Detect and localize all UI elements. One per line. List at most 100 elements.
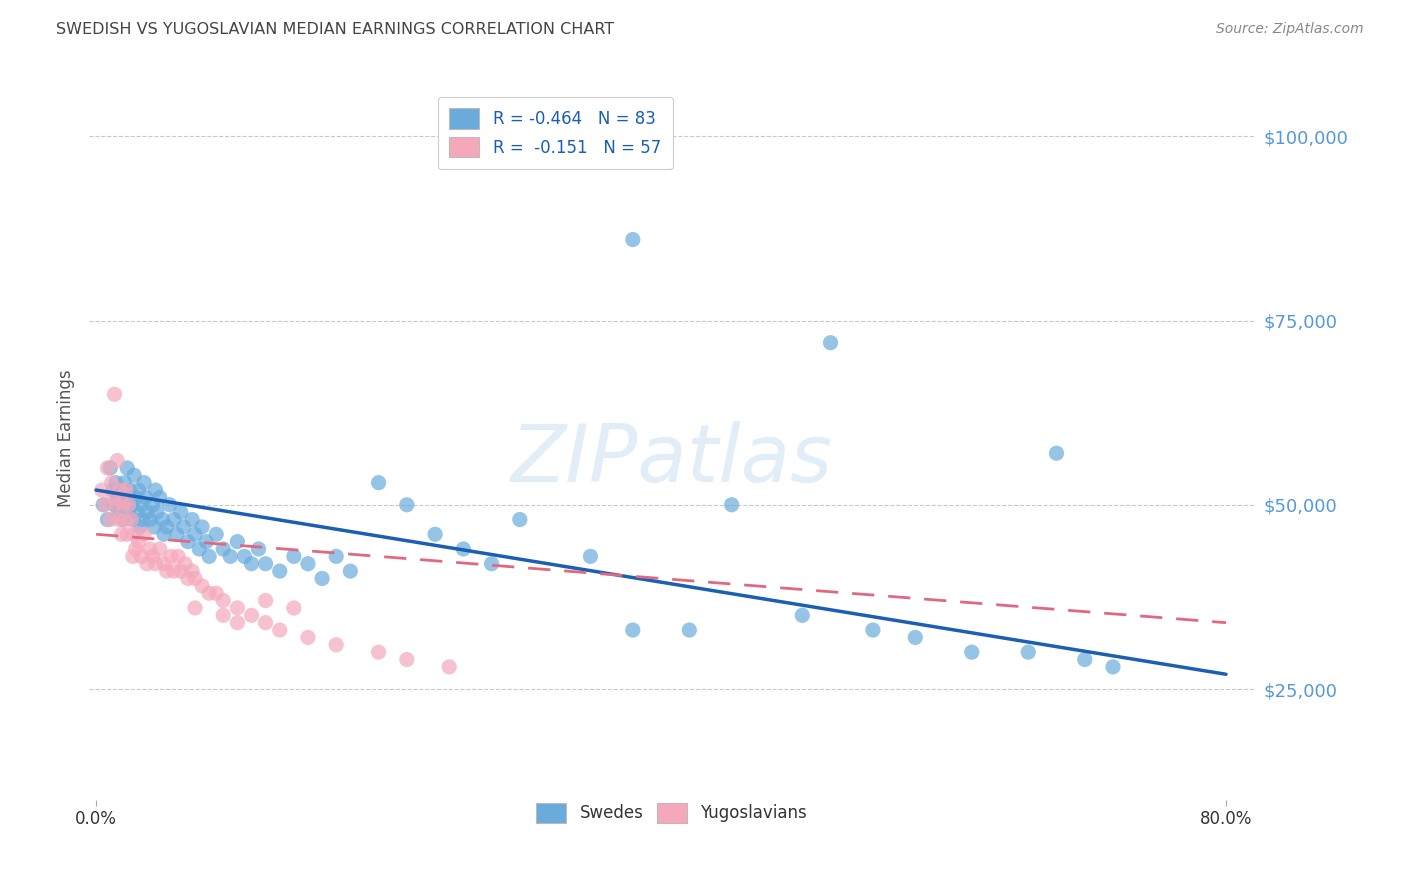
- Point: [184, 527, 207, 541]
- Point: [128, 534, 150, 549]
- Point: [678, 623, 700, 637]
- Point: [297, 557, 319, 571]
- Point: [124, 491, 146, 505]
- Point: [339, 564, 361, 578]
- Point: [104, 475, 127, 490]
- Point: [621, 233, 644, 247]
- Point: [254, 615, 277, 630]
- Point: [134, 475, 156, 490]
- Point: [107, 505, 129, 519]
- Point: [163, 512, 186, 526]
- Point: [367, 475, 389, 490]
- Point: [108, 483, 131, 497]
- Text: Source: ZipAtlas.com: Source: ZipAtlas.com: [1216, 22, 1364, 37]
- Point: [269, 564, 291, 578]
- Point: [131, 498, 153, 512]
- Point: [212, 608, 235, 623]
- Point: [191, 520, 214, 534]
- Point: [191, 579, 214, 593]
- Y-axis label: Median Earnings: Median Earnings: [58, 369, 75, 508]
- Point: [177, 534, 200, 549]
- Point: [423, 527, 446, 541]
- Point: [112, 475, 135, 490]
- Point: [367, 645, 389, 659]
- Point: [212, 593, 235, 607]
- Point: [90, 483, 112, 497]
- Point: [174, 557, 197, 571]
- Point: [110, 527, 132, 541]
- Point: [579, 549, 602, 564]
- Point: [195, 534, 218, 549]
- Point: [226, 601, 249, 615]
- Point: [621, 623, 644, 637]
- Point: [297, 631, 319, 645]
- Point: [166, 527, 188, 541]
- Point: [395, 652, 418, 666]
- Point: [146, 505, 169, 519]
- Point: [240, 608, 263, 623]
- Point: [107, 512, 129, 526]
- Point: [269, 623, 291, 637]
- Point: [311, 572, 333, 586]
- Point: [122, 527, 145, 541]
- Point: [121, 512, 143, 526]
- Point: [96, 512, 118, 526]
- Point: [139, 512, 162, 526]
- Point: [240, 557, 263, 571]
- Point: [904, 631, 927, 645]
- Point: [114, 491, 136, 505]
- Point: [93, 498, 115, 512]
- Point: [453, 541, 475, 556]
- Point: [160, 549, 183, 564]
- Point: [1102, 660, 1125, 674]
- Point: [121, 549, 143, 564]
- Point: [153, 557, 176, 571]
- Point: [118, 483, 141, 497]
- Point: [181, 564, 204, 578]
- Point: [198, 549, 221, 564]
- Point: [219, 549, 242, 564]
- Point: [960, 645, 983, 659]
- Point: [100, 475, 122, 490]
- Point: [283, 549, 305, 564]
- Point: [149, 541, 172, 556]
- Point: [233, 549, 256, 564]
- Point: [111, 512, 134, 526]
- Point: [184, 572, 207, 586]
- Point: [124, 541, 146, 556]
- Point: [115, 461, 138, 475]
- Point: [820, 335, 842, 350]
- Text: SWEDISH VS YUGOSLAVIAN MEDIAN EARNINGS CORRELATION CHART: SWEDISH VS YUGOSLAVIAN MEDIAN EARNINGS C…: [56, 22, 614, 37]
- Point: [117, 498, 139, 512]
- Point: [103, 387, 125, 401]
- Point: [149, 491, 172, 505]
- Point: [481, 557, 503, 571]
- Point: [188, 541, 211, 556]
- Point: [98, 461, 121, 475]
- Point: [198, 586, 221, 600]
- Point: [437, 660, 460, 674]
- Point: [120, 512, 142, 526]
- Point: [173, 520, 195, 534]
- Text: ZIPatlas: ZIPatlas: [510, 421, 832, 500]
- Point: [131, 549, 153, 564]
- Point: [91, 498, 114, 512]
- Point: [103, 498, 125, 512]
- Point: [114, 483, 136, 497]
- Point: [98, 512, 121, 526]
- Point: [139, 541, 162, 556]
- Point: [325, 638, 347, 652]
- Point: [167, 549, 190, 564]
- Point: [184, 601, 207, 615]
- Point: [135, 491, 157, 505]
- Point: [127, 505, 149, 519]
- Point: [112, 512, 135, 526]
- Point: [325, 549, 347, 564]
- Point: [101, 491, 124, 505]
- Point: [136, 557, 159, 571]
- Point: [170, 564, 193, 578]
- Point: [226, 534, 249, 549]
- Point: [205, 527, 228, 541]
- Point: [110, 498, 132, 512]
- Point: [120, 498, 142, 512]
